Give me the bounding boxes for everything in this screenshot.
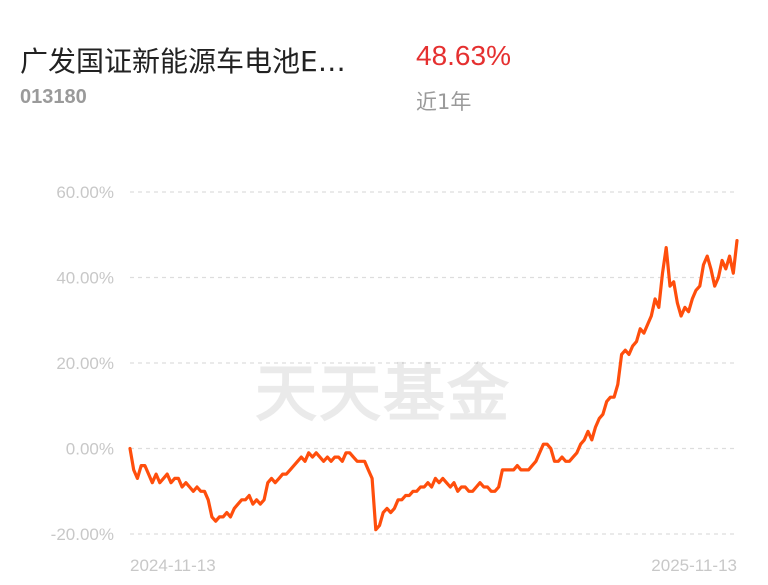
grid-lines [130, 191, 737, 535]
y-tick-label: 20.00% [56, 354, 114, 373]
fund-code: 013180 [20, 86, 87, 108]
x-axis-labels: 2024-11-13 2025-11-13 [130, 556, 737, 575]
y-axis-labels: 60.00% 40.00% 20.00% 0.00% -20.00% [51, 183, 114, 544]
y-tick-label: 40.00% [56, 269, 114, 288]
x-tick-label: 2025-11-13 [651, 556, 737, 575]
y-tick-label: 60.00% [56, 183, 114, 202]
return-value: 48.63% [416, 40, 511, 71]
watermark-text: 天天基金 [255, 357, 511, 430]
fund-name: 广发国证新能源车电池E… [20, 45, 346, 78]
y-tick-label: -20.00% [51, 525, 114, 544]
return-period-label: 近1年 [416, 90, 472, 114]
x-tick-label: 2024-11-13 [130, 556, 216, 575]
series-line [128, 239, 739, 532]
y-tick-label: 0.00% [66, 440, 114, 459]
